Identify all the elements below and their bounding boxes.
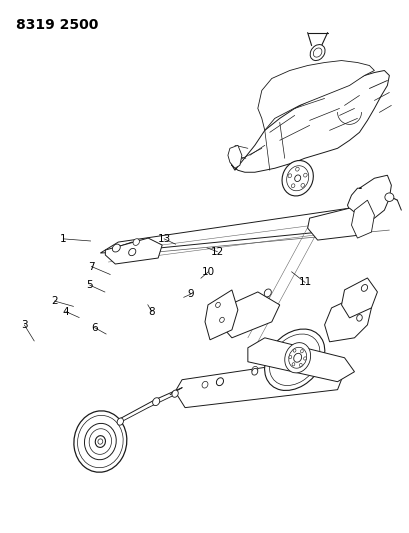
Ellipse shape: [295, 167, 299, 171]
Ellipse shape: [95, 435, 105, 447]
Text: 2: 2: [51, 296, 58, 306]
Ellipse shape: [288, 174, 291, 177]
Ellipse shape: [291, 184, 294, 188]
Polygon shape: [175, 358, 344, 408]
Ellipse shape: [263, 289, 271, 297]
Ellipse shape: [216, 378, 223, 386]
Ellipse shape: [281, 160, 312, 196]
Ellipse shape: [384, 193, 393, 201]
Text: 4: 4: [63, 306, 69, 317]
Text: 7: 7: [88, 262, 94, 271]
Polygon shape: [229, 70, 389, 172]
Ellipse shape: [294, 175, 300, 182]
Text: 6: 6: [91, 322, 98, 333]
Ellipse shape: [171, 390, 178, 397]
Polygon shape: [105, 238, 162, 264]
Ellipse shape: [303, 357, 306, 360]
Text: 9: 9: [187, 289, 193, 299]
Polygon shape: [324, 295, 371, 342]
Polygon shape: [247, 338, 354, 382]
Ellipse shape: [112, 244, 120, 252]
Ellipse shape: [312, 48, 321, 57]
Ellipse shape: [286, 166, 308, 191]
Polygon shape: [307, 208, 364, 240]
Ellipse shape: [293, 353, 301, 362]
Ellipse shape: [219, 317, 224, 322]
Text: 11: 11: [298, 278, 311, 287]
Text: 10: 10: [201, 267, 214, 277]
Ellipse shape: [128, 248, 135, 256]
Ellipse shape: [299, 364, 301, 367]
Ellipse shape: [133, 239, 139, 245]
Ellipse shape: [264, 329, 324, 391]
Polygon shape: [257, 61, 373, 131]
Polygon shape: [351, 200, 373, 238]
Ellipse shape: [89, 429, 111, 454]
Polygon shape: [341, 278, 377, 318]
Ellipse shape: [310, 45, 324, 61]
Ellipse shape: [288, 348, 306, 368]
Text: 3: 3: [21, 320, 28, 330]
Ellipse shape: [98, 439, 103, 444]
Ellipse shape: [251, 366, 257, 373]
Text: 8319 2500: 8319 2500: [16, 18, 98, 31]
Polygon shape: [347, 175, 391, 222]
Text: 13: 13: [157, 234, 170, 244]
Text: 12: 12: [210, 247, 223, 256]
Polygon shape: [218, 292, 279, 338]
Ellipse shape: [269, 334, 319, 385]
Ellipse shape: [215, 302, 220, 308]
Ellipse shape: [291, 362, 294, 366]
Polygon shape: [100, 208, 366, 253]
Polygon shape: [227, 146, 241, 168]
Ellipse shape: [152, 398, 160, 406]
Ellipse shape: [300, 350, 303, 353]
Ellipse shape: [301, 358, 307, 365]
Ellipse shape: [356, 314, 362, 321]
Ellipse shape: [284, 343, 310, 373]
Text: 1: 1: [60, 234, 66, 244]
Ellipse shape: [77, 415, 123, 468]
Ellipse shape: [202, 381, 207, 388]
Text: 5: 5: [86, 280, 93, 290]
Ellipse shape: [360, 285, 367, 292]
Ellipse shape: [303, 173, 306, 177]
Ellipse shape: [292, 349, 295, 352]
Text: 8: 8: [148, 306, 155, 317]
Ellipse shape: [84, 423, 116, 459]
Ellipse shape: [288, 356, 291, 359]
Ellipse shape: [117, 418, 123, 425]
Polygon shape: [204, 290, 237, 340]
Ellipse shape: [251, 368, 257, 375]
Ellipse shape: [74, 411, 126, 472]
Ellipse shape: [351, 298, 356, 305]
Ellipse shape: [300, 183, 304, 187]
